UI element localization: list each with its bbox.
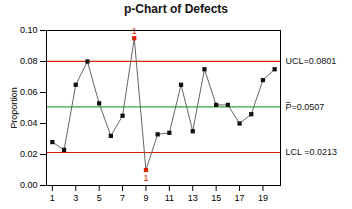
- svg-text:15: 15: [211, 193, 221, 203]
- svg-text:0.08: 0.08: [20, 56, 38, 66]
- svg-text:9: 9: [143, 193, 148, 203]
- svg-text:UCL=0.0801: UCL=0.0801: [286, 56, 337, 66]
- svg-text:0.10: 0.10: [20, 25, 38, 35]
- svg-text:0.06: 0.06: [20, 87, 38, 97]
- svg-text:11: 11: [165, 193, 174, 203]
- svg-text:P̅=0.0507: P̅=0.0507: [285, 102, 324, 112]
- svg-text:0.00: 0.00: [20, 180, 38, 190]
- html-text:p-Chart of Defects: p-Chart of Defects: [124, 2, 228, 16]
- svg-text:13: 13: [188, 193, 198, 203]
- svg-text:1: 1: [143, 173, 148, 183]
- svg-text:1: 1: [132, 26, 137, 36]
- svg-text:0.02: 0.02: [20, 149, 38, 159]
- svg-text:LCL =0.0213: LCL =0.0213: [286, 147, 337, 157]
- svg-text:5: 5: [97, 193, 102, 203]
- svg-text:3: 3: [73, 193, 78, 203]
- svg-text:19: 19: [258, 193, 268, 203]
- svg-text:Proportion: Proportion: [9, 87, 19, 129]
- svg-text:0.04: 0.04: [20, 118, 38, 128]
- svg-text:7: 7: [120, 193, 125, 203]
- svg-text:1: 1: [50, 193, 55, 203]
- svg-text:17: 17: [235, 193, 245, 203]
